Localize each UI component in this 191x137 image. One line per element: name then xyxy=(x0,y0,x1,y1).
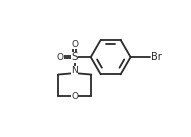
Text: O: O xyxy=(71,92,78,101)
Text: S: S xyxy=(71,52,78,62)
Text: O: O xyxy=(71,40,78,49)
Text: Br: Br xyxy=(151,52,161,62)
Text: N: N xyxy=(71,66,78,75)
Text: O: O xyxy=(56,53,63,62)
